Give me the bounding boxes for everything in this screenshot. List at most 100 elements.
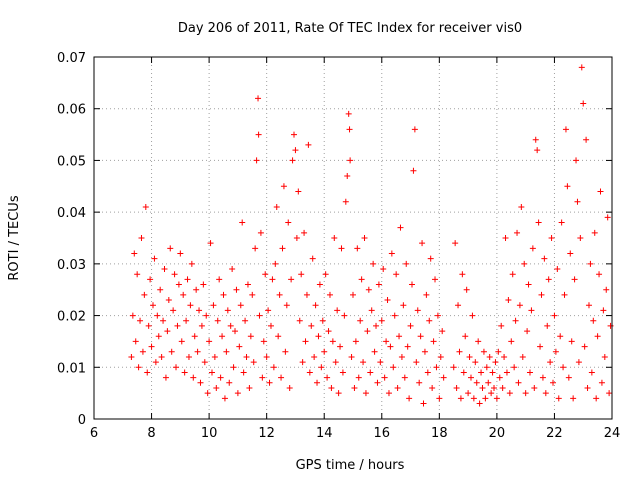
data-point	[141, 291, 148, 298]
data-point	[149, 302, 156, 309]
data-point	[462, 333, 469, 340]
data-point	[479, 384, 486, 391]
data-point	[217, 374, 224, 381]
data-point	[459, 271, 466, 278]
data-point	[361, 235, 368, 241]
data-point	[450, 364, 457, 371]
data-point	[499, 384, 506, 391]
data-point	[580, 100, 587, 107]
data-point	[439, 328, 446, 335]
data-point	[236, 343, 243, 350]
data-point	[519, 353, 526, 360]
data-point	[282, 348, 289, 355]
data-point	[455, 302, 462, 309]
data-point	[426, 317, 433, 324]
data-point	[374, 379, 381, 386]
data-point	[574, 198, 581, 205]
data-point	[293, 235, 300, 241]
data-point	[331, 235, 338, 241]
data-point	[247, 333, 254, 340]
data-point	[352, 338, 359, 345]
data-point	[334, 307, 341, 314]
x-tick-label: 12	[258, 426, 275, 441]
data-point	[483, 364, 490, 371]
data-point	[154, 312, 161, 319]
data-point	[269, 276, 276, 283]
data-point	[370, 260, 377, 267]
data-point	[303, 291, 310, 298]
data-point	[302, 338, 309, 345]
data-point	[170, 307, 177, 314]
data-point	[201, 359, 208, 366]
y-tick-label: 0.03	[57, 258, 86, 273]
x-tick-label: 16	[374, 426, 391, 441]
data-point	[259, 374, 266, 381]
data-point	[597, 188, 604, 195]
data-point	[175, 281, 182, 288]
data-point	[417, 333, 424, 340]
data-point	[185, 353, 192, 360]
data-point	[419, 240, 426, 247]
x-tick-label: 10	[201, 426, 218, 441]
data-point	[257, 229, 264, 236]
data-point	[508, 338, 515, 345]
data-point	[335, 390, 342, 397]
data-point	[371, 348, 378, 355]
data-point	[265, 307, 272, 314]
data-point	[164, 328, 171, 335]
data-point	[184, 276, 191, 283]
data-point	[278, 374, 285, 381]
data-point	[512, 317, 519, 324]
data-point	[411, 126, 418, 133]
data-point	[548, 235, 555, 241]
data-point	[230, 364, 237, 371]
data-point	[256, 312, 263, 319]
data-point	[342, 198, 349, 205]
data-point	[421, 348, 428, 355]
data-point	[590, 317, 597, 324]
y-tick-label: 0.04	[57, 206, 86, 221]
data-point	[295, 188, 302, 195]
data-point	[607, 322, 614, 329]
data-point	[429, 384, 436, 391]
data-point	[516, 302, 523, 309]
data-point	[165, 297, 172, 304]
data-point	[129, 312, 136, 319]
data-point	[491, 384, 498, 391]
data-point	[178, 338, 185, 345]
data-point	[229, 266, 236, 273]
y-tick-label: 0.07	[57, 51, 86, 66]
data-point	[174, 322, 181, 329]
data-point	[420, 400, 427, 407]
data-point	[193, 286, 200, 293]
data-point	[476, 400, 483, 407]
x-tick-label: 24	[604, 426, 621, 441]
data-point	[423, 291, 430, 298]
data-point	[432, 276, 439, 283]
data-point	[603, 286, 610, 293]
data-point	[604, 214, 611, 221]
data-point	[377, 359, 384, 366]
data-point	[246, 384, 253, 391]
data-point	[498, 322, 505, 329]
data-point	[157, 286, 164, 293]
data-point	[571, 276, 578, 283]
data-point	[493, 395, 500, 402]
data-point	[502, 235, 509, 241]
data-point	[128, 353, 135, 360]
data-point	[408, 281, 415, 288]
data-point	[511, 364, 518, 371]
data-point	[531, 384, 538, 391]
data-point	[188, 260, 195, 267]
data-point	[518, 203, 525, 210]
data-point	[486, 353, 493, 360]
data-point	[348, 353, 355, 360]
data-point	[601, 353, 608, 360]
data-point	[204, 390, 211, 397]
chart-title: Day 206 of 2011, Rate Of TEC Index for r…	[178, 21, 522, 36]
data-point	[467, 374, 474, 381]
data-point	[347, 157, 354, 164]
data-point	[292, 147, 299, 154]
data-point	[351, 384, 358, 391]
